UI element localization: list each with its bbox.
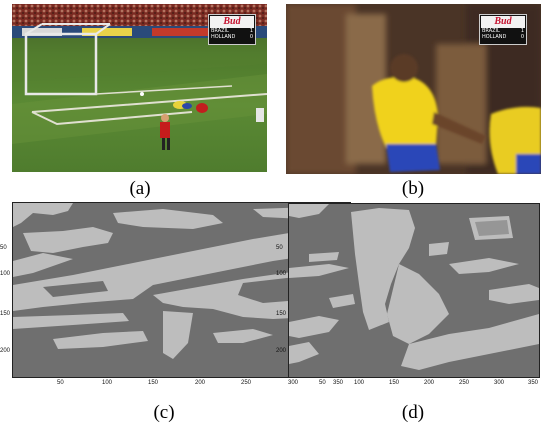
x-tick-label: 350 (528, 380, 539, 386)
x-tick-label: 100 (354, 380, 365, 386)
y-tick-label: 50 (276, 245, 283, 251)
y-tick-label: 200 (276, 348, 287, 354)
x-tick-label: 250 (241, 380, 252, 386)
team-name: HOLLAND (482, 33, 507, 40)
team-score: 1 (520, 28, 524, 34)
pitch-scene-a (12, 4, 267, 150)
team-score: 0 (249, 33, 253, 40)
x-tick-label: 50 (57, 380, 64, 386)
team-score: 1 (249, 28, 253, 34)
video-frame-b: Bud BRAZIL 1 HOLLAND 0 (286, 4, 541, 174)
y-tick-label: 50 (0, 245, 7, 251)
y-tick-label: 150 (0, 311, 11, 317)
scoreboard-overlay-b: Bud BRAZIL 1 HOLLAND 0 (479, 14, 527, 45)
caption-a: (a) (129, 178, 151, 199)
y-tick-label: 200 (0, 348, 11, 354)
x-tick-label: 150 (148, 380, 159, 386)
x-tick-label: 300 (288, 380, 299, 386)
team-name: BRAZIL (482, 28, 500, 34)
x-tick-label: 50 (319, 380, 326, 386)
segmentation-regions-d (289, 204, 539, 370)
sponsor-logo: Bud (481, 16, 525, 28)
y-tick-label: 100 (0, 271, 11, 277)
x-tick-label: 350 (333, 380, 344, 386)
y-tick-label: 100 (276, 271, 287, 277)
team-name: HOLLAND (211, 33, 236, 40)
caption-b: (b) (401, 178, 425, 199)
x-tick-label: 250 (459, 380, 470, 386)
x-tick-label: 200 (195, 380, 206, 386)
x-tick-label: 150 (389, 380, 400, 386)
scoreboard-overlay-a: Bud BRAZIL 1 HOLLAND 0 (208, 14, 256, 45)
x-tick-label: 200 (424, 380, 435, 386)
caption-d: (d) (401, 402, 425, 423)
y-tick-label: 150 (276, 311, 287, 317)
x-tick-label: 100 (102, 380, 113, 386)
team-name: BRAZIL (211, 28, 229, 34)
closeup-scene-b (286, 4, 541, 174)
video-frame-a: Bud BRAZIL 1 HOLLAND 0 (12, 4, 267, 172)
segmentation-map-d (288, 203, 540, 378)
sponsor-logo: Bud (210, 16, 254, 28)
team-score: 0 (520, 33, 524, 40)
caption-c: (c) (153, 402, 175, 423)
x-tick-label: 300 (494, 380, 505, 386)
